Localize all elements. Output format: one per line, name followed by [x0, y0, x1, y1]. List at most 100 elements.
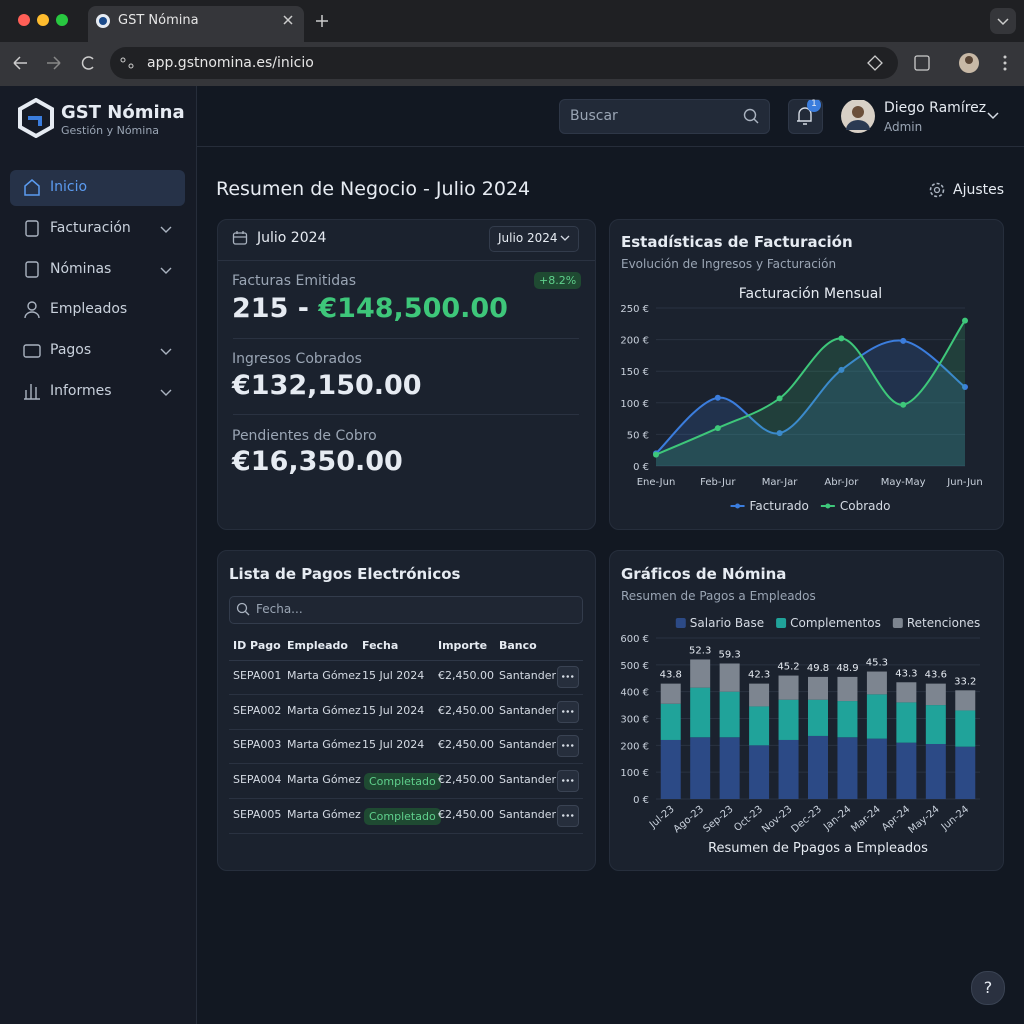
bar-segment [690, 659, 711, 688]
table-cell: Santander [499, 703, 556, 717]
bar-segment [837, 676, 858, 702]
stack-label: 33.2 [954, 676, 976, 687]
y-tick-label: 0 € [633, 462, 649, 473]
legend: Salario Base Complementos Retenciones [675, 616, 980, 630]
bar-segment [749, 706, 770, 746]
x-tick-label: Nov-23 [760, 804, 794, 835]
nav-item[interactable]: Pagos [50, 342, 92, 358]
bar-segment [778, 675, 799, 700]
calendar-icon [232, 231, 248, 245]
table-cell: SEPA005 [233, 807, 282, 821]
settings-link[interactable]: Ajustes [953, 182, 1005, 198]
table-cell: Santander [499, 669, 556, 682]
y-tick-label: 200 € [620, 741, 649, 752]
point [900, 337, 907, 344]
user-role: Admin [884, 120, 923, 134]
point [900, 401, 907, 408]
card-subtitle: Resumen de Pagos a Empleados [621, 589, 816, 603]
row-divider [229, 798, 583, 800]
x-axis-title: Resumen de Ppagos a Empleados [708, 841, 928, 856]
x-tick-label: Sep-23 [702, 804, 736, 835]
invoice-amount: €148,500.00 [318, 293, 508, 324]
bar-segment [660, 683, 681, 704]
x-tick-label: Mar-Jar [762, 477, 798, 488]
bar-segment [866, 694, 887, 739]
table-cell: SEPA002 [233, 703, 282, 717]
row-actions-icon [561, 813, 575, 817]
row-divider [229, 660, 583, 661]
address-url[interactable]: app.gstnomina.es/inicio [147, 55, 314, 71]
date-search[interactable] [229, 596, 583, 624]
x-tick-label: Abr-Jor [824, 477, 859, 488]
nav-item[interactable]: Nóminas [50, 261, 112, 277]
bar-segment [925, 683, 946, 706]
metric-value: €132,150.00 [232, 370, 422, 401]
metric-value: 215 - €148,500.00 [232, 293, 508, 324]
search-placeholder: Buscar [570, 108, 618, 124]
stack-label: 43.3 [895, 668, 917, 679]
table-cell: Santander [499, 773, 556, 787]
period: Julio 2024 [257, 230, 327, 246]
divider [218, 260, 595, 261]
table-cell: Marta Gómez [287, 669, 361, 682]
metric-label: Ingresos Cobrados [232, 351, 362, 367]
y-tick-label: 300 € [620, 715, 649, 726]
billing-card [609, 219, 1004, 530]
x-tick-label: Feb-Jur [700, 477, 736, 488]
tab-title[interactable]: GST Nómina [118, 13, 199, 28]
stack-label: 45.2 [777, 662, 799, 673]
status-badge: Completado [364, 807, 441, 825]
row-actions-icon [561, 779, 575, 783]
bar-segment [808, 735, 828, 799]
nav-item[interactable]: Empleados [50, 301, 128, 317]
metric-label: Facturas Emitidas [232, 273, 356, 289]
header-divider [197, 146, 1024, 147]
help-button[interactable] [971, 971, 1005, 1005]
nav-item[interactable]: Facturación [50, 220, 131, 236]
point [776, 430, 783, 437]
row-divider [229, 763, 583, 765]
row-actions-icon [561, 709, 575, 713]
status-badge: Completado [364, 773, 441, 791]
table-cell: Santander [499, 738, 556, 752]
area [656, 320, 965, 466]
table-cell: 15 Jul 2024 [362, 738, 425, 752]
summary-card [217, 219, 596, 530]
nav-item[interactable]: Inicio [50, 179, 88, 195]
legend-swatch [675, 618, 686, 628]
stack-label: 52.3 [689, 645, 711, 656]
gear-icon [929, 182, 945, 198]
user-name[interactable]: Diego Ramírez [884, 100, 987, 116]
logo [18, 98, 54, 138]
legend-label: Cobrado [840, 499, 891, 513]
point [962, 317, 968, 324]
table-cell: €2,450.00 [438, 703, 494, 717]
bar-segment [925, 705, 946, 744]
stack-label: 45.3 [866, 658, 888, 669]
bar-segment [837, 701, 858, 738]
point [714, 394, 721, 401]
y-tick-label: 0 € [633, 795, 649, 806]
brand-tagline: Gestión y Nómina [61, 124, 160, 137]
row-divider [229, 694, 583, 695]
table-cell: 15 Jul 2024 [362, 703, 425, 717]
bar-segment [896, 682, 917, 703]
bar-segment [778, 739, 799, 799]
table-cell: €2,450.00 [438, 807, 494, 821]
line-chart: Facturación Mensual 0 € 50 € 100 € 150 € 200 … [620, 286, 982, 513]
date-search-placeholder: Fecha... [256, 602, 303, 616]
bar-segment [808, 699, 828, 736]
bar-segment [896, 702, 917, 743]
bar-segment [749, 745, 770, 799]
bar-segment [719, 663, 740, 692]
stack-label: 49.8 [807, 663, 829, 674]
search-box[interactable] [559, 99, 770, 134]
nav-item[interactable]: Informes [50, 383, 112, 399]
x-tick-label: Dec-23 [790, 804, 824, 835]
table-cell: 15 Jul 2024 [362, 669, 425, 682]
chart-title: Facturación Mensual [739, 286, 882, 302]
table-cell: SEPA003 [233, 738, 282, 752]
table-cell: €2,450.00 [438, 773, 494, 787]
y-tick-label: 50 € [627, 430, 649, 441]
